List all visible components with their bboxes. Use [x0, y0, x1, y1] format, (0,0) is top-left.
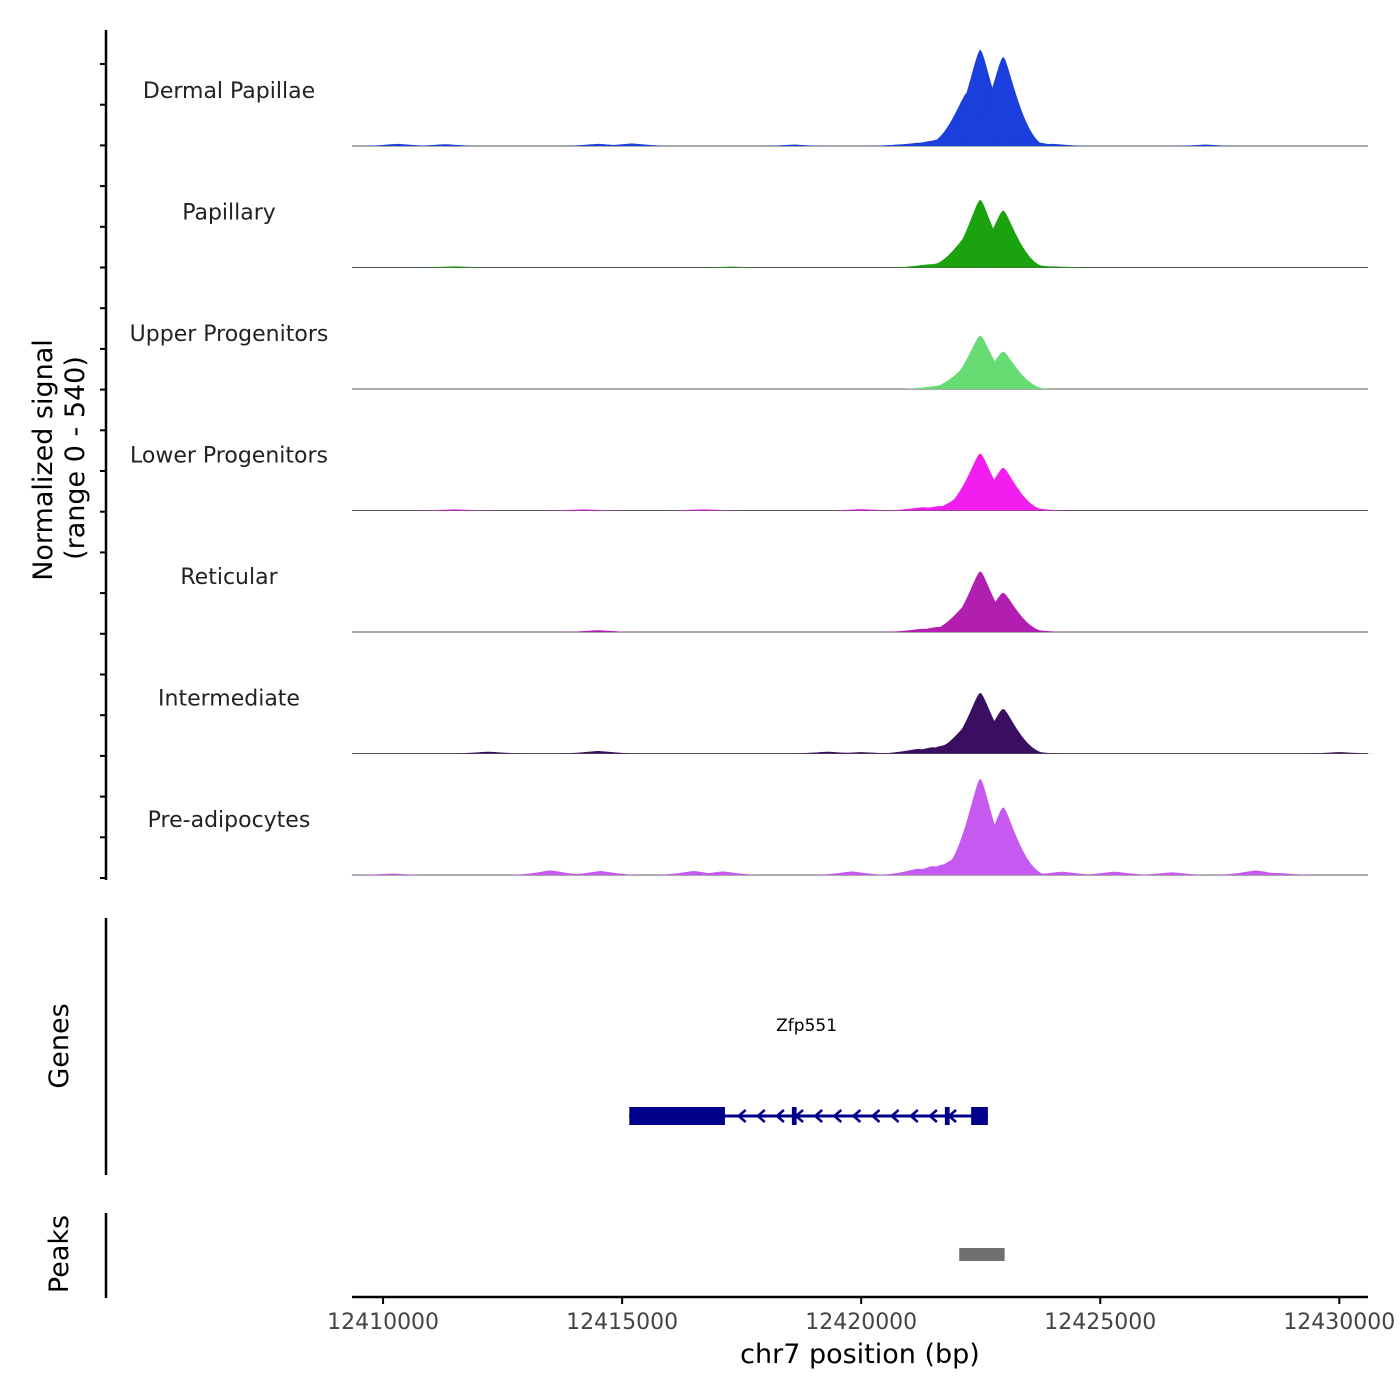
- signal-peak: [658, 509, 749, 511]
- signal-peak: [1232, 872, 1323, 875]
- signal-peak: [749, 144, 840, 146]
- signal-peak: [981, 507, 1072, 511]
- signal-peak: [1069, 871, 1160, 875]
- track-label: Dermal Papillae: [143, 79, 315, 104]
- signal-peak: [816, 509, 907, 511]
- signal-peak: [409, 509, 500, 511]
- signal-peak: [958, 57, 1049, 146]
- signal-peak: [443, 751, 534, 754]
- y-axis-range-label: (range 0 - 540): [60, 356, 91, 560]
- signal-peak: [1007, 143, 1098, 146]
- signal-peak: [553, 751, 644, 754]
- peaks-track-label: Peaks: [44, 1215, 75, 1293]
- track-label: Papillary: [182, 201, 276, 226]
- track-label: Upper Progenitors: [130, 322, 329, 347]
- track-label: Intermediate: [158, 687, 300, 712]
- signal-peak: [677, 871, 768, 875]
- signal-peak: [538, 509, 629, 511]
- coverage-track: Reticular: [180, 565, 1368, 633]
- track-label: Lower Progenitors: [130, 444, 328, 469]
- strand-arrow: [927, 1109, 938, 1123]
- signal-peak: [347, 873, 438, 875]
- strand-arrow: [908, 1109, 919, 1123]
- x-tick-label: 12420000: [805, 1310, 917, 1335]
- strand-arrow: [851, 1109, 862, 1123]
- strand-arrow: [889, 1109, 900, 1123]
- signal-peak: [1294, 752, 1385, 754]
- signal-peak: [983, 629, 1074, 632]
- track-label: Pre-adipocytes: [148, 808, 311, 833]
- strand-arrow: [774, 1109, 785, 1123]
- coverage-track: Dermal Papillae: [143, 50, 1368, 147]
- coverage-track: Intermediate: [158, 687, 1385, 754]
- signal-peak: [1126, 872, 1217, 875]
- signal-peak: [553, 630, 644, 632]
- strand-arrow: [755, 1109, 766, 1123]
- x-axis: 12410000 12415000 12420000 12425000 12430000: [327, 1295, 1395, 1335]
- peaks-track: [104, 1213, 1005, 1298]
- signal-peak: [958, 467, 1049, 511]
- gene-exon: [971, 1107, 988, 1125]
- signal-peak: [687, 266, 778, 268]
- y-axis-title: Normalized signal: [28, 339, 59, 581]
- signal-peak: [409, 266, 500, 268]
- signal-peak: [958, 210, 1049, 268]
- strand-arrow: [813, 1109, 823, 1123]
- signal-peak: [400, 144, 491, 146]
- signal-peak: [958, 709, 1049, 754]
- gene-track: [104, 918, 988, 1175]
- strand-arrow: [736, 1109, 747, 1123]
- strand-arrow: [794, 1109, 804, 1123]
- coverage-tracks: Dermal Papillae Papillary Upper Progenitor…: [130, 50, 1385, 876]
- signal-peak: [966, 385, 1057, 389]
- coverage-track: Pre-adipocytes: [148, 779, 1368, 876]
- coverage-track: Papillary: [182, 199, 1368, 268]
- coverage-track: Upper Progenitors: [130, 322, 1368, 390]
- track-label: Reticular: [180, 565, 278, 590]
- strand-arrow: [870, 1109, 881, 1123]
- signal-peak: [1160, 144, 1251, 146]
- x-tick-label: 12415000: [566, 1310, 678, 1335]
- signal-peak: [816, 752, 907, 754]
- signal-peak: [806, 871, 897, 875]
- signal-peak: [958, 592, 1049, 632]
- x-axis-title: chr7 position (bp): [740, 1339, 980, 1370]
- signal-peak: [971, 748, 1062, 754]
- signal-peak: [1007, 266, 1098, 268]
- signal-peak: [958, 351, 1049, 389]
- peak-region: [959, 1248, 1005, 1261]
- x-tick-label: 12430000: [1283, 1310, 1395, 1335]
- signal-y-axis: [100, 30, 108, 880]
- signal-peak: [971, 867, 1062, 875]
- signal-peak: [505, 870, 596, 875]
- strand-arrow: [832, 1109, 843, 1123]
- signal-peak: [555, 871, 646, 875]
- signal-peak: [1017, 871, 1108, 875]
- x-tick-label: 12425000: [1044, 1310, 1156, 1335]
- genes-track-label: Genes: [44, 1003, 75, 1088]
- x-tick-label: 12410000: [327, 1310, 439, 1335]
- coverage-track: Lower Progenitors: [130, 444, 1368, 511]
- signal-peak: [352, 143, 443, 146]
- gene-exon: [629, 1107, 725, 1125]
- strand-arrow: [947, 1109, 957, 1123]
- signal-peak: [586, 143, 677, 146]
- gene-name-label: Zfp551: [776, 1016, 837, 1036]
- signal-peak: [958, 807, 1049, 875]
